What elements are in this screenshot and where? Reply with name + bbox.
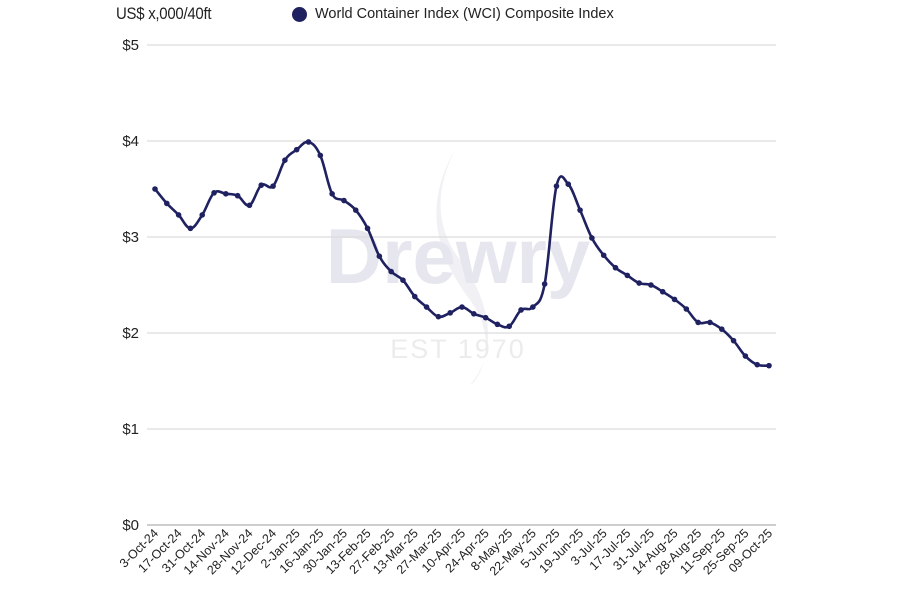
data-point [553,183,560,189]
data-point [742,353,749,359]
gridlines [147,44,776,526]
data-point [459,304,465,310]
data-point [766,362,772,369]
data-point [730,337,737,344]
data-point [754,361,760,368]
data-point [258,182,265,188]
x-axis: 3-Oct-2417-Oct-2431-Oct-2414-Nov-2428-No… [117,526,775,578]
data-point [636,280,642,286]
y-tick-label: $3 [122,229,139,246]
data-point [423,304,430,310]
data-point [187,225,194,232]
data-point [577,207,583,213]
data-series [152,139,772,369]
data-point [175,212,182,218]
watermark-tagline: EST 1970 [390,334,526,364]
data-point [565,181,572,187]
data-point [518,307,524,313]
data-point [612,264,619,271]
data-point [199,212,206,218]
data-point [671,296,678,303]
data-point [506,323,513,330]
y-tick-label: $4 [122,133,139,150]
legend: World Container Index (WCI) Composite In… [292,6,614,22]
data-point [211,190,217,196]
data-point [624,272,631,279]
data-point [659,288,666,295]
data-point [541,281,548,287]
data-point [435,313,442,320]
data-point [364,225,371,232]
y-tick-label: $1 [122,421,139,438]
data-point [270,183,276,189]
data-point [164,200,170,207]
data-point [293,146,300,153]
data-point [388,268,394,275]
watermark: Drewry EST 1970 [326,150,590,385]
data-point [329,191,335,197]
data-point [152,186,158,192]
data-point [352,207,359,213]
data-point [589,235,595,241]
data-point [447,310,453,316]
data-point [234,192,241,199]
data-point [530,304,536,310]
data-point [317,152,324,159]
data-point [341,197,347,204]
data-point [648,282,654,288]
legend-label: World Container Index (WCI) Composite In… [315,6,614,22]
data-point [376,253,383,259]
y-axis-unit-label: US$ x,000/40ft [116,4,212,23]
y-tick-label: $2 [122,325,139,342]
data-point [223,191,229,197]
data-point [600,252,607,259]
data-point [707,319,713,326]
data-point [411,293,418,300]
data-point [718,326,725,332]
data-point [471,311,477,317]
y-axis: $0 $1 $2 $3 $4 $5 [122,37,139,534]
data-point [400,277,406,284]
data-point [683,306,690,312]
y-tick-label: $0 [122,517,139,534]
data-point [246,202,253,209]
data-point [282,157,288,163]
data-point [494,321,501,328]
data-point [305,139,312,145]
legend-marker-icon [292,6,307,22]
y-tick-label: $5 [122,37,139,54]
data-point [482,314,489,321]
data-point [695,319,701,326]
